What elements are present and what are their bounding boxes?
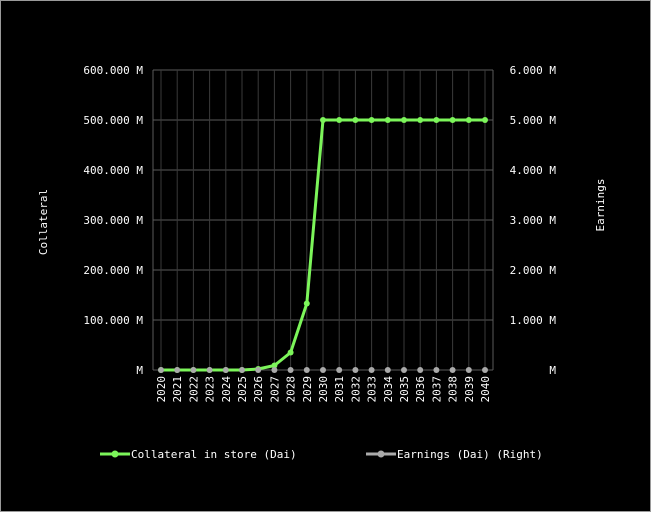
data-point-collateral bbox=[271, 362, 278, 369]
legend-swatch-marker bbox=[111, 450, 119, 458]
data-point-collateral bbox=[401, 117, 407, 123]
x-tick-label: 2033 bbox=[366, 376, 379, 403]
data-point-collateral bbox=[449, 117, 456, 123]
y-tick-label-right: 3.000 M bbox=[510, 214, 557, 227]
y-tick-label-right: 2.000 M bbox=[510, 264, 557, 277]
data-point-earnings bbox=[336, 367, 343, 373]
data-point-earnings bbox=[320, 367, 326, 373]
data-point-earnings bbox=[465, 367, 472, 373]
y-tick-label-right: 4.000 M bbox=[510, 164, 557, 177]
y-tick-label-left: 200.000 M bbox=[83, 264, 143, 277]
legend-label[interactable]: Collateral in store (Dai) bbox=[131, 448, 297, 461]
x-tick-label: 2020 bbox=[155, 376, 168, 403]
x-tick-label: 2037 bbox=[430, 376, 443, 403]
x-tick-label: 2026 bbox=[252, 376, 265, 403]
data-point-earnings bbox=[433, 367, 440, 373]
y-tick-label-right: 1.000 M bbox=[510, 314, 557, 327]
data-point-collateral bbox=[482, 117, 488, 123]
y-tick-label-right: 6.000 M bbox=[510, 64, 557, 77]
data-point-earnings bbox=[303, 367, 310, 373]
data-point-earnings bbox=[239, 367, 245, 373]
data-point-collateral bbox=[352, 117, 359, 123]
x-tick-label: 2021 bbox=[171, 376, 184, 403]
data-point-collateral bbox=[303, 300, 310, 307]
x-tick-label: 2031 bbox=[333, 376, 346, 403]
y-tick-label-left: 500.000 M bbox=[83, 114, 143, 127]
x-tick-label: 2039 bbox=[463, 376, 476, 403]
data-point-earnings bbox=[482, 367, 488, 373]
data-point-collateral bbox=[433, 117, 440, 123]
y-tick-label-left: 600.000 M bbox=[83, 64, 143, 77]
data-point-earnings bbox=[384, 367, 391, 373]
data-point-earnings bbox=[206, 367, 213, 373]
data-point-collateral bbox=[465, 117, 472, 123]
x-tick-label: 2025 bbox=[236, 376, 249, 403]
y-axis-left-label: Collateral bbox=[37, 189, 50, 255]
x-tick-label: 2036 bbox=[414, 376, 427, 403]
series-lines bbox=[158, 117, 488, 373]
x-tick-label: 2027 bbox=[268, 376, 281, 403]
data-point-collateral bbox=[417, 117, 424, 123]
data-point-collateral bbox=[368, 117, 375, 123]
x-tick-label: 2035 bbox=[398, 376, 411, 403]
y-axis-right-label: Earnings bbox=[594, 179, 607, 232]
data-point-earnings bbox=[255, 367, 262, 373]
legend: Collateral in store (Dai) Earnings (Dai) … bbox=[100, 448, 543, 461]
x-tick-label: 2034 bbox=[382, 376, 395, 403]
data-point-earnings bbox=[174, 367, 181, 373]
data-point-earnings bbox=[417, 367, 424, 373]
x-tick-label: 2038 bbox=[447, 376, 460, 403]
data-point-earnings bbox=[158, 367, 164, 373]
x-tick-label: 2023 bbox=[204, 376, 217, 403]
data-point-earnings bbox=[271, 367, 278, 373]
y-axis-right-ticks: M 1.000 M 2.000 M 3.000 M 4.000 M 5.000 M 6.00… bbox=[510, 64, 557, 377]
y-tick-label-left: M bbox=[136, 364, 143, 377]
data-point-earnings bbox=[222, 367, 229, 373]
data-point-collateral bbox=[384, 117, 391, 123]
y-tick-label-right: M bbox=[549, 364, 556, 377]
y-tick-label-right: 5.000 M bbox=[510, 114, 557, 127]
data-point-earnings bbox=[190, 367, 197, 373]
grid-lines bbox=[152, 69, 494, 371]
x-tick-label: 2040 bbox=[479, 376, 492, 403]
x-axis-ticks: 2020 2021 2022 2023 2024 2025 2026 2027 2028 2029… bbox=[155, 376, 492, 403]
x-tick-label: 2029 bbox=[301, 376, 314, 403]
x-tick-label: 2022 bbox=[187, 376, 200, 403]
x-tick-label: 2028 bbox=[285, 376, 298, 403]
data-point-collateral bbox=[287, 349, 294, 356]
y-tick-label-left: 300.000 M bbox=[83, 214, 143, 227]
y-tick-label-left: 100.000 M bbox=[83, 314, 143, 327]
x-tick-label: 2032 bbox=[349, 376, 362, 403]
y-tick-label-left: 400.000 M bbox=[83, 164, 143, 177]
legend-swatch-marker bbox=[377, 450, 385, 458]
data-point-earnings bbox=[401, 367, 407, 373]
legend-label[interactable]: Earnings (Dai) (Right) bbox=[397, 448, 543, 461]
data-point-collateral bbox=[336, 117, 343, 123]
data-point-collateral bbox=[320, 117, 326, 123]
data-point-earnings bbox=[287, 367, 294, 373]
x-tick-label: 2030 bbox=[317, 376, 330, 403]
data-point-earnings bbox=[352, 367, 359, 373]
data-point-earnings bbox=[449, 367, 456, 373]
y-axis-left-ticks: M 100.000 M 200.000 M 300.000 M 400.000 M 500… bbox=[83, 64, 143, 377]
data-point-earnings bbox=[368, 367, 375, 373]
x-tick-label: 2024 bbox=[220, 376, 233, 403]
